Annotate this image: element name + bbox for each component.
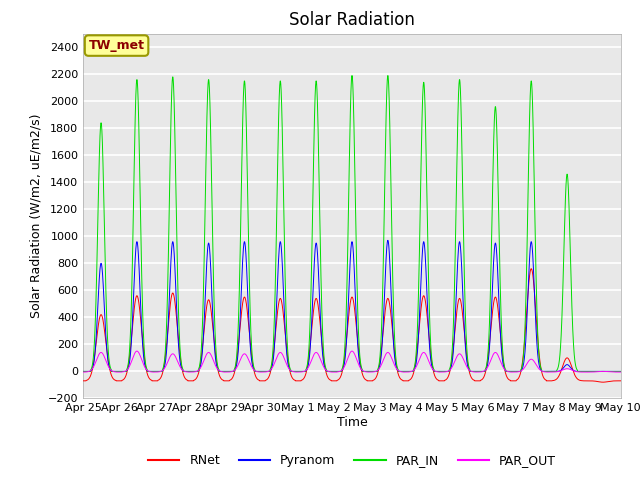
Y-axis label: Solar Radiation (W/m2, uE/m2/s): Solar Radiation (W/m2, uE/m2/s) xyxy=(29,114,42,318)
Legend: RNet, Pyranom, PAR_IN, PAR_OUT: RNet, Pyranom, PAR_IN, PAR_OUT xyxy=(143,449,561,472)
Text: TW_met: TW_met xyxy=(88,39,145,52)
Title: Solar Radiation: Solar Radiation xyxy=(289,11,415,29)
X-axis label: Time: Time xyxy=(337,416,367,429)
